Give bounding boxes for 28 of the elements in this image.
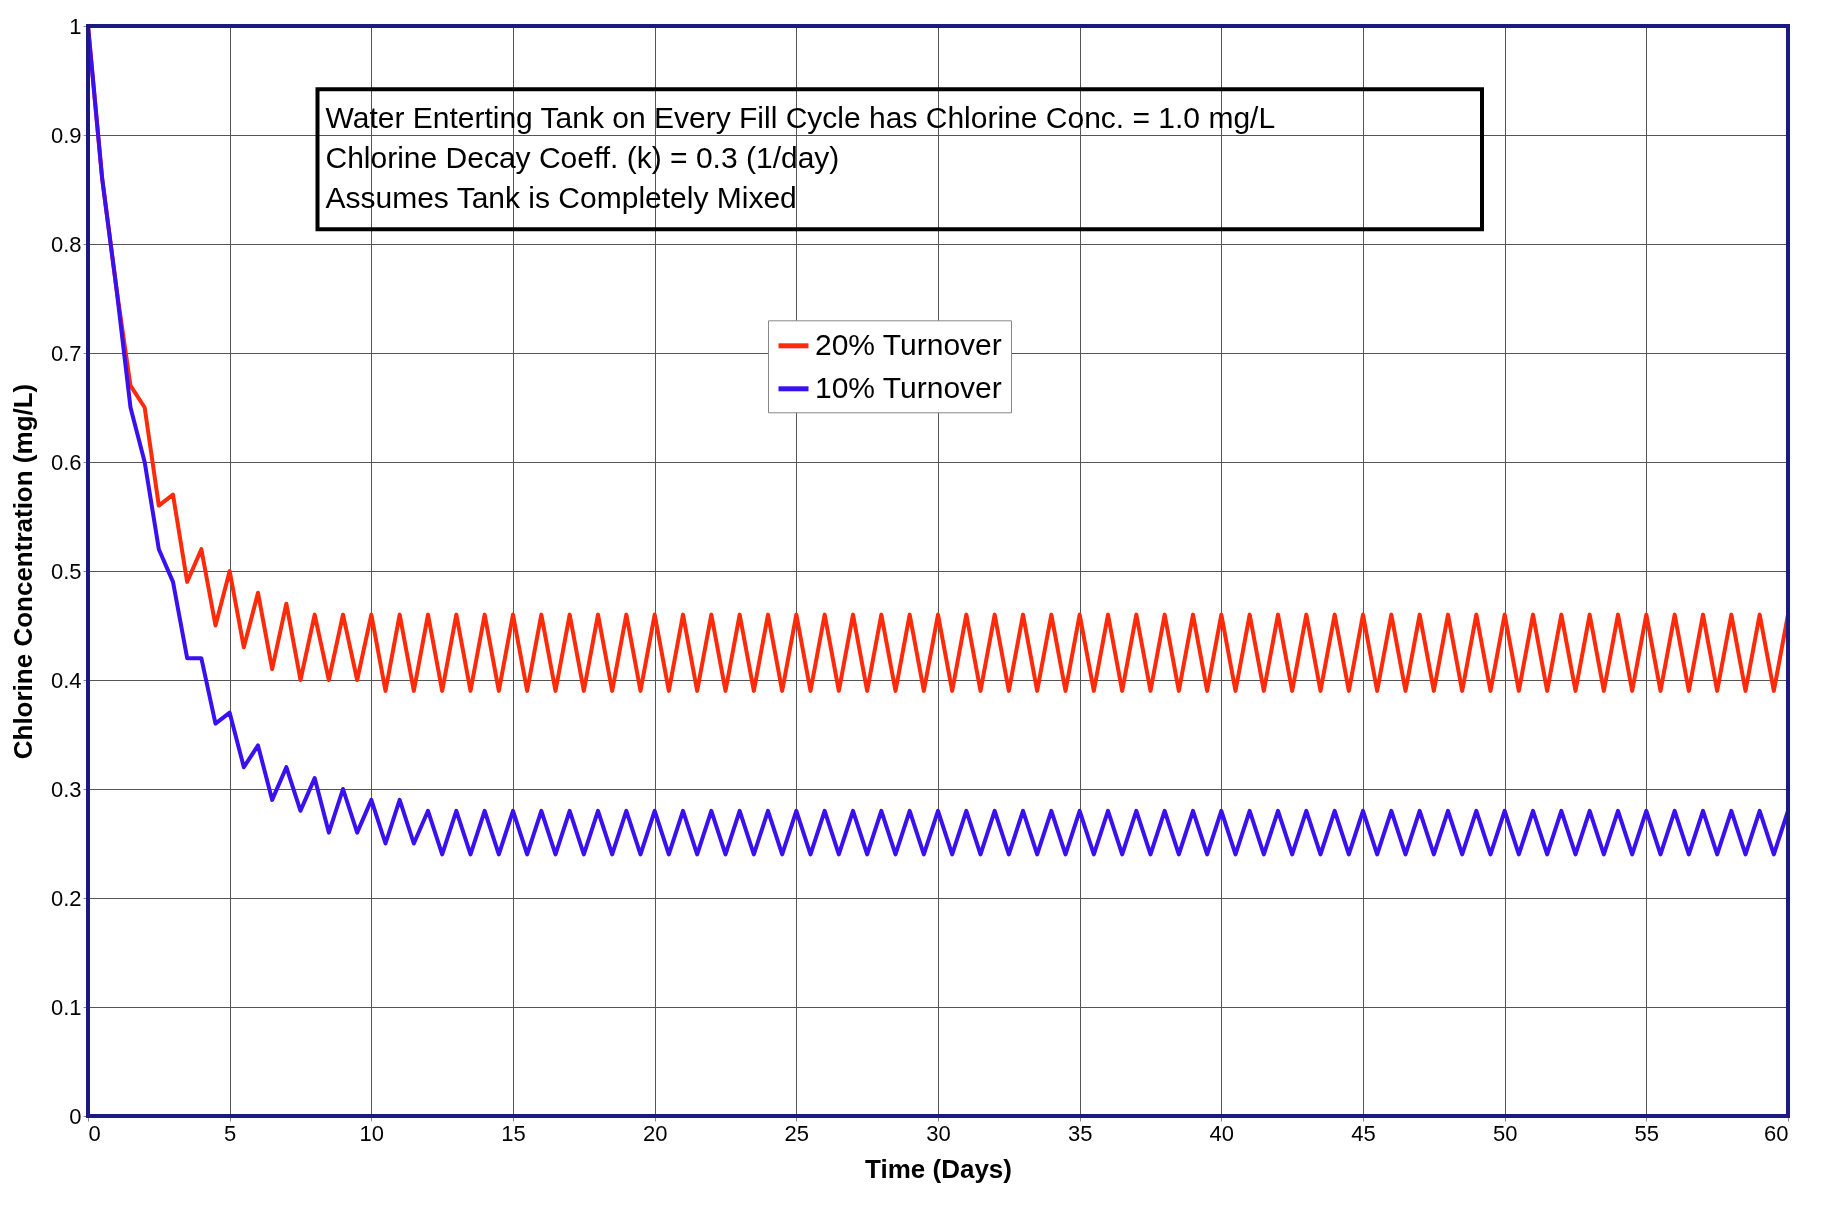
- y-tick-label: 1: [69, 13, 82, 39]
- y-tick-label: 0: [69, 1103, 82, 1129]
- x-tick-label: 30: [926, 1120, 951, 1146]
- x-tick-label: 15: [501, 1120, 526, 1146]
- y-tick-label: 0.4: [50, 667, 82, 693]
- y-tick-label: 0.2: [50, 885, 82, 911]
- y-tick-label: 0.5: [50, 558, 82, 584]
- x-axis-title: Time (Days): [865, 1153, 1012, 1184]
- x-tick-label: 20: [642, 1120, 668, 1146]
- x-tick-label: 50: [1492, 1120, 1518, 1146]
- x-tick-label: 5: [224, 1120, 237, 1146]
- legend-label: 10% Turnover: [815, 370, 1002, 404]
- legend-label: 20% Turnover: [815, 327, 1002, 361]
- x-tick-label: 60: [1764, 1120, 1789, 1146]
- y-tick-label: 0.6: [50, 449, 82, 475]
- y-tick-label: 0.1: [50, 994, 82, 1020]
- y-tick-label: 0.9: [50, 122, 82, 148]
- y-tick-label: 0.8: [50, 231, 82, 257]
- x-tick-label: 40: [1209, 1120, 1235, 1146]
- y-tick-label: 0.7: [50, 340, 82, 366]
- x-tick-label: 25: [784, 1120, 810, 1146]
- x-tick-label: 0: [88, 1120, 101, 1146]
- x-tick-label: 10: [359, 1120, 385, 1146]
- y-axis-title: Chlorine Concentration (mg/L): [7, 383, 38, 760]
- x-tick-label: 55: [1634, 1120, 1660, 1146]
- x-tick-label: 35: [1067, 1120, 1093, 1146]
- y-tick-label: 0.3: [50, 776, 82, 802]
- x-tick-label: 45: [1351, 1120, 1376, 1146]
